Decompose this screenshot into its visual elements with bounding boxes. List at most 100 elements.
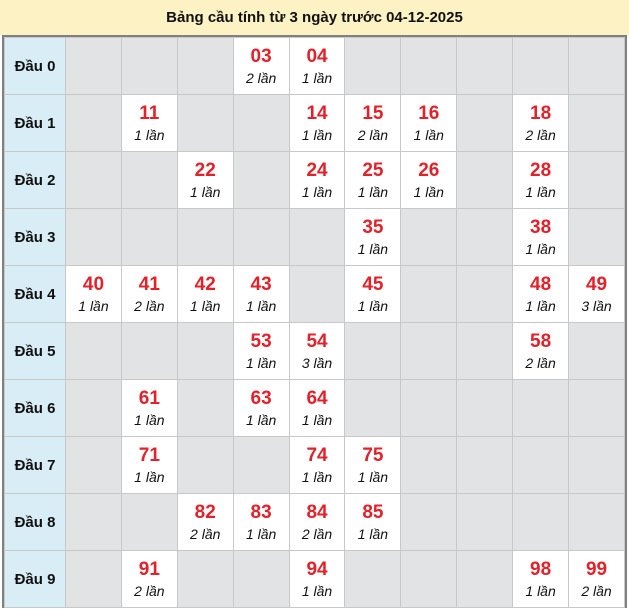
- lottery-number: 49: [585, 274, 608, 295]
- empty-cell: [456, 37, 514, 95]
- empty-cell: [120, 493, 178, 551]
- empty-cell: [456, 550, 514, 608]
- empty-cell: [232, 151, 290, 209]
- number-cell: 98 1 lần: [512, 550, 570, 608]
- frequency-table: Đầu 0 03 2 lần 04 1 lần Đầu 1 11 1 lần 14 1 lần 15…: [2, 35, 627, 608]
- empty-cell: [456, 436, 514, 494]
- empty-cell: [176, 550, 234, 608]
- empty-cell: [176, 322, 234, 380]
- empty-cell: [456, 94, 514, 152]
- lottery-number: 85: [362, 502, 384, 523]
- empty-cell: [176, 37, 234, 95]
- empty-cell: [232, 436, 290, 494]
- empty-cell: [176, 379, 234, 437]
- lottery-number: 98: [530, 559, 552, 580]
- number-cell: 49 3 lần: [568, 265, 625, 323]
- lottery-number: 28: [530, 160, 552, 181]
- table-row: Đầu 3 35 1 lần 38 1 lần: [4, 208, 625, 266]
- empty-cell: [232, 94, 290, 152]
- lottery-number: 63: [250, 388, 272, 409]
- empty-cell: [400, 37, 458, 95]
- number-cell: 64 1 lần: [288, 379, 346, 437]
- table-row: Đầu 0 03 2 lần 04 1 lần: [4, 37, 625, 95]
- empty-cell: [288, 208, 346, 266]
- occurrence-count: 1 lần: [190, 184, 221, 200]
- empty-cell: [400, 208, 458, 266]
- occurrence-count: 1 lần: [357, 241, 389, 257]
- number-cell: 48 1 lần: [512, 265, 570, 323]
- empty-cell: [568, 379, 625, 437]
- occurrence-count: 2 lần: [134, 583, 165, 599]
- number-cell: 26 1 lần: [400, 151, 458, 209]
- lottery-number: 48: [530, 274, 552, 295]
- number-cell: 45 1 lần: [344, 265, 402, 323]
- empty-cell: [400, 550, 458, 608]
- table-row: Đầu 8 82 2 lần 83 1 lần 84 2 lần 85 1 lần: [4, 493, 625, 551]
- lottery-number: 18: [530, 103, 552, 124]
- empty-cell: [512, 379, 570, 437]
- empty-cell: [456, 322, 514, 380]
- lottery-number: 91: [138, 559, 160, 580]
- empty-cell: [176, 94, 234, 152]
- lottery-number: 15: [362, 103, 384, 124]
- lottery-number: 38: [530, 217, 552, 238]
- empty-cell: [400, 436, 458, 494]
- empty-cell: [512, 37, 570, 95]
- empty-cell: [232, 208, 290, 266]
- occurrence-count: 1 lần: [245, 298, 277, 314]
- lottery-number: 11: [139, 103, 160, 124]
- number-cell: 43 1 lần: [232, 265, 290, 323]
- empty-cell: [65, 550, 122, 608]
- lottery-number: 22: [194, 160, 216, 181]
- number-cell: 04 1 lần: [288, 37, 346, 95]
- lottery-number: 42: [194, 274, 216, 295]
- row-header: Đầu 6: [4, 379, 66, 437]
- lottery-number: 45: [362, 274, 384, 295]
- lottery-number: 61: [138, 388, 160, 409]
- table-row: Đầu 7 71 1 lần 74 1 lần 75 1 lần: [4, 436, 625, 494]
- row-header: Đầu 9: [4, 550, 66, 608]
- number-cell: 84 2 lần: [288, 493, 346, 551]
- number-cell: 63 1 lần: [232, 379, 290, 437]
- occurrence-count: 2 lần: [301, 526, 333, 542]
- occurrence-count: 1 lần: [134, 127, 165, 143]
- lottery-number: 74: [306, 445, 328, 466]
- number-cell: 25 1 lần: [344, 151, 402, 209]
- table-row: Đầu 4 40 1 lần 41 2 lần 42 1 lần 43 1 lần 45 1 lần…: [4, 265, 625, 323]
- occurrence-count: 1 lần: [525, 298, 556, 314]
- occurrence-count: 2 lần: [190, 526, 221, 542]
- lottery-number: 03: [250, 46, 272, 67]
- lottery-number: 58: [530, 331, 552, 352]
- number-cell: 41 2 lần: [120, 265, 178, 323]
- row-header: Đầu 7: [4, 436, 66, 494]
- number-cell: 83 1 lần: [232, 493, 290, 551]
- lottery-number: 64: [306, 388, 328, 409]
- number-cell: 94 1 lần: [288, 550, 346, 608]
- number-cell: 91 2 lần: [120, 550, 178, 608]
- empty-cell: [344, 379, 402, 437]
- lottery-number: 53: [250, 331, 272, 352]
- lottery-number: 82: [194, 502, 216, 523]
- empty-cell: [512, 436, 570, 494]
- number-cell: 82 2 lần: [176, 493, 234, 551]
- row-header: Đầu 0: [4, 37, 66, 95]
- number-cell: 28 1 lần: [512, 151, 570, 209]
- occurrence-count: 3 lần: [301, 355, 333, 371]
- number-cell: 40 1 lần: [65, 265, 122, 323]
- occurrence-count: 1 lần: [357, 469, 389, 485]
- lottery-number: 14: [306, 103, 328, 124]
- empty-cell: [65, 436, 122, 494]
- row-header: Đầu 8: [4, 493, 66, 551]
- empty-cell: [120, 322, 178, 380]
- empty-cell: [400, 379, 458, 437]
- empty-cell: [456, 151, 514, 209]
- number-cell: 11 1 lần: [120, 94, 178, 152]
- empty-cell: [400, 322, 458, 380]
- number-cell: 35 1 lần: [344, 208, 402, 266]
- lottery-number: 75: [362, 445, 384, 466]
- occurrence-count: 1 lần: [190, 298, 221, 314]
- number-cell: 71 1 lần: [120, 436, 178, 494]
- lottery-number: 35: [362, 217, 384, 238]
- occurrence-count: 1 lần: [301, 583, 333, 599]
- empty-cell: [568, 493, 625, 551]
